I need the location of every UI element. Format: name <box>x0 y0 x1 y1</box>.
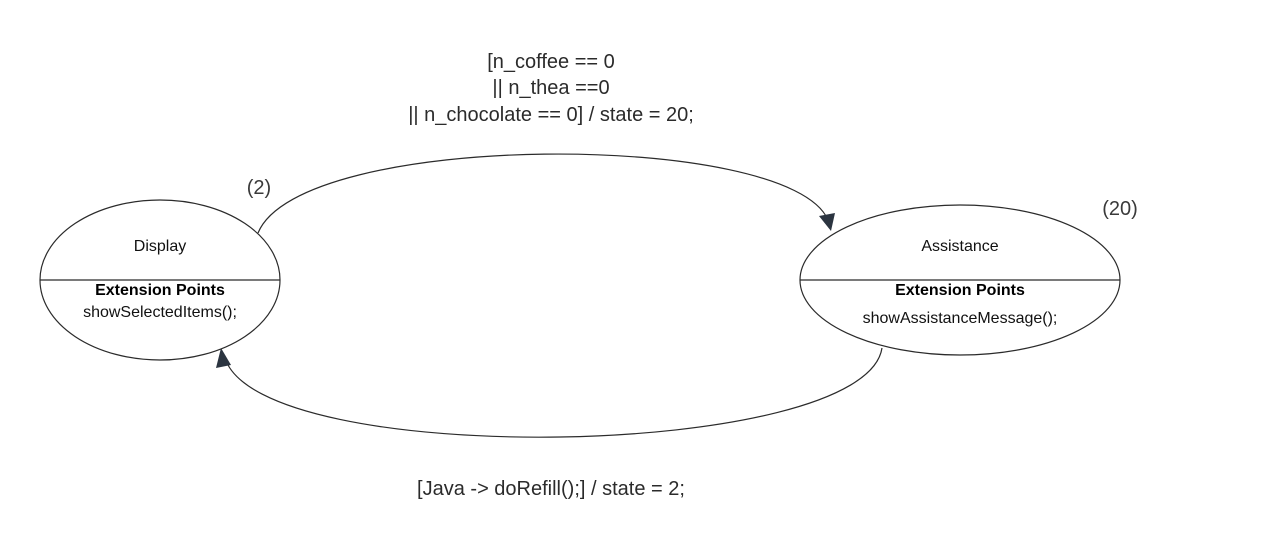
transition-edge-bottom[interactable] <box>224 347 883 438</box>
transition-display-to-assistance[interactable]: [n_coffee == 0 || n_thea ==0 || n_chocol… <box>257 51 835 234</box>
guard-line-1: [n_coffee == 0 <box>487 51 615 73</box>
refill-guard-label: [Java -> doRefill();] / state = 2; <box>417 478 685 500</box>
state-assistance-name: Assistance <box>921 238 998 255</box>
state-display-name: Display <box>134 238 186 255</box>
state-assistance[interactable]: Assistance Extension Points showAssistan… <box>799 198 1138 356</box>
state-assistance-id: (20) <box>1102 198 1138 220</box>
transition-assistance-to-display[interactable]: [Java -> doRefill();] / state = 2; <box>216 347 883 500</box>
state-assistance-extension-title: Extension Points <box>895 282 1025 299</box>
state-display-extension-title: Extension Points <box>95 282 225 299</box>
guard-line-2: || n_thea ==0 <box>492 77 609 99</box>
state-assistance-extension-item: showAssistanceMessage(); <box>863 310 1058 327</box>
arrowhead-to-assistance <box>819 213 835 231</box>
arrowhead-to-display <box>216 348 231 368</box>
state-display-extension-item: showSelectedItems(); <box>83 304 237 321</box>
state-display-id: (2) <box>247 177 271 199</box>
transition-edge-top[interactable] <box>257 153 829 234</box>
state-display[interactable]: Display Extension Points showSelectedIte… <box>39 177 281 361</box>
guard-line-3: || n_chocolate == 0] / state = 20; <box>408 104 694 126</box>
